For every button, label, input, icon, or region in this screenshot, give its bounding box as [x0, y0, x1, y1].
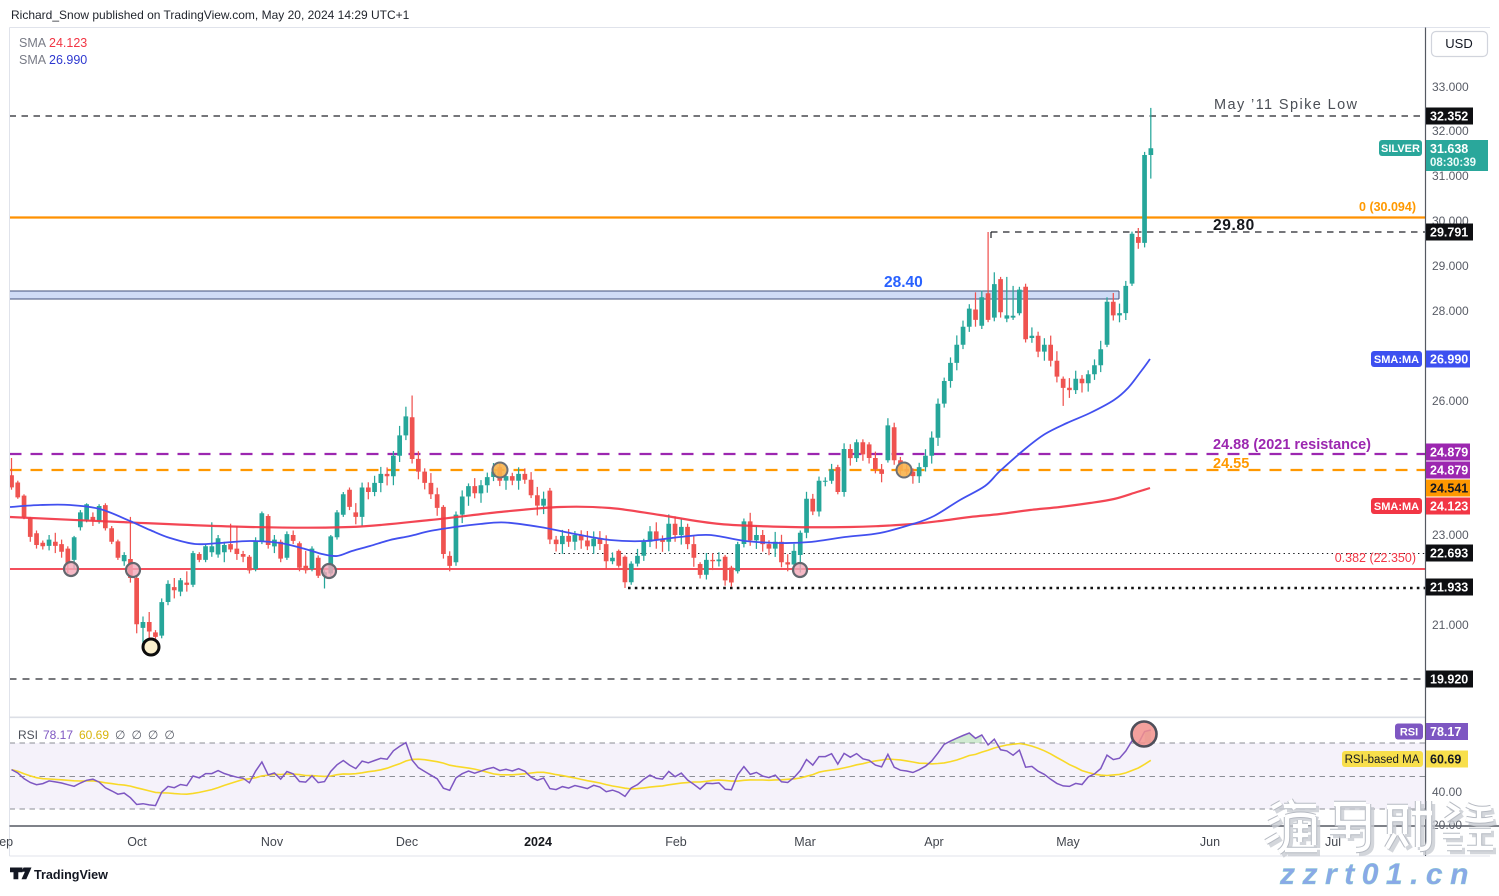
svg-text:21.000: 21.000 — [1432, 618, 1469, 632]
svg-text:40.00: 40.00 — [1432, 785, 1462, 799]
svg-text:26.990: 26.990 — [1430, 353, 1468, 367]
svg-text:Richard_Snow published on Trad: Richard_Snow published on TradingView.co… — [11, 8, 410, 22]
svg-text:28.40: 28.40 — [884, 274, 923, 291]
svg-text:SILVER: SILVER — [1381, 143, 1420, 155]
svg-text:24.541: 24.541 — [1430, 482, 1468, 496]
svg-text:Feb: Feb — [665, 835, 687, 849]
svg-text:SMA:MA: SMA:MA — [1374, 354, 1419, 366]
svg-text:22.693: 22.693 — [1430, 547, 1468, 561]
svg-text:19.920: 19.920 — [1430, 673, 1468, 687]
svg-text:Dec: Dec — [396, 835, 418, 849]
svg-text:21.933: 21.933 — [1430, 581, 1468, 595]
svg-text:Sep: Sep — [0, 835, 13, 849]
svg-text:zzrt01.cn: zzrt01.cn — [1279, 858, 1476, 891]
svg-text:SMA:MA: SMA:MA — [1374, 501, 1419, 513]
svg-text:78.17: 78.17 — [43, 728, 73, 742]
svg-text:24.88 (2021 resistance): 24.88 (2021 resistance) — [1213, 437, 1371, 453]
svg-text:32.000: 32.000 — [1432, 124, 1469, 138]
svg-text:SMA: SMA — [19, 53, 47, 67]
svg-text:TradingView: TradingView — [34, 868, 108, 882]
svg-text:RSI: RSI — [1400, 727, 1418, 739]
svg-text:0.382 (22.350): 0.382 (22.350) — [1335, 551, 1416, 565]
svg-text:24.123: 24.123 — [1430, 500, 1468, 514]
svg-text:28.000: 28.000 — [1432, 304, 1469, 318]
svg-text:0 (30.094): 0 (30.094) — [1359, 200, 1416, 214]
svg-text:24.879: 24.879 — [1430, 464, 1468, 478]
svg-text:Jul: Jul — [1325, 835, 1341, 849]
svg-text:26.990: 26.990 — [49, 53, 87, 67]
svg-text:SMA: SMA — [19, 36, 47, 50]
svg-text:2024: 2024 — [524, 835, 552, 849]
svg-text:Nov: Nov — [261, 835, 284, 849]
svg-text:Apr: Apr — [924, 835, 943, 849]
svg-text:33.000: 33.000 — [1432, 80, 1469, 94]
svg-text:29.000: 29.000 — [1432, 259, 1469, 273]
svg-text:USD: USD — [1445, 36, 1472, 51]
svg-text:23.000: 23.000 — [1432, 528, 1469, 542]
svg-text:24.123: 24.123 — [49, 36, 87, 50]
svg-text:08:30:39: 08:30:39 — [1430, 157, 1476, 169]
svg-text:60.69: 60.69 — [1430, 753, 1461, 767]
svg-text:31.000: 31.000 — [1432, 169, 1469, 183]
svg-text:24.55: 24.55 — [1213, 456, 1249, 472]
svg-text:May ’11 Spike Low: May ’11 Spike Low — [1214, 97, 1358, 113]
svg-text:31.638: 31.638 — [1430, 142, 1468, 156]
svg-text:78.17: 78.17 — [1430, 725, 1461, 739]
svg-text:RSI-based MA: RSI-based MA — [1345, 754, 1420, 766]
svg-text:29.80: 29.80 — [1213, 217, 1255, 234]
svg-text:29.791: 29.791 — [1430, 226, 1468, 240]
svg-text:RSI: RSI — [18, 728, 38, 742]
svg-text:32.352: 32.352 — [1430, 110, 1468, 124]
svg-text:∅∅∅∅: ∅∅∅∅ — [115, 728, 181, 742]
svg-text:60.69: 60.69 — [79, 728, 109, 742]
svg-text:Mar: Mar — [794, 835, 816, 849]
svg-text:24.879: 24.879 — [1430, 446, 1468, 460]
svg-text:May: May — [1056, 835, 1080, 849]
svg-text:Jun: Jun — [1200, 835, 1220, 849]
svg-text:26.000: 26.000 — [1432, 394, 1469, 408]
svg-text:Oct: Oct — [127, 835, 147, 849]
